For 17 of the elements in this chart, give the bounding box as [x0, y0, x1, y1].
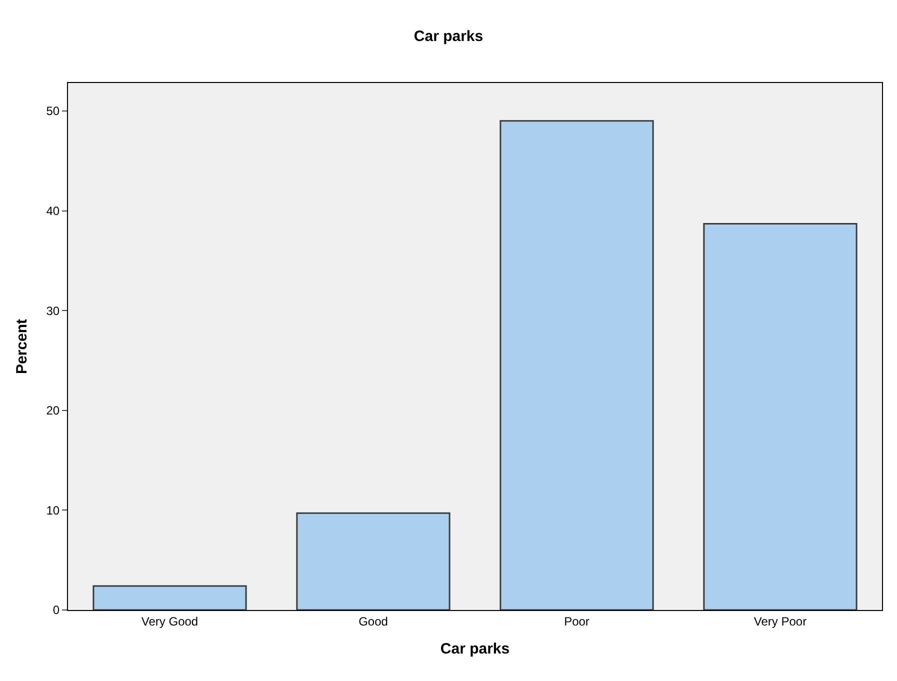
x-tick-label: Very Poor [754, 614, 807, 628]
y-tick-label: 20 [46, 404, 60, 418]
y-tick-label: 30 [46, 304, 60, 318]
chart-title: Car parks [414, 28, 484, 46]
bar [703, 222, 858, 610]
bar [92, 585, 247, 610]
bar [500, 120, 654, 610]
y-tick-label: 50 [46, 104, 60, 118]
y-tick-label: 0 [52, 603, 60, 618]
x-tick-label: Good [358, 614, 388, 628]
x-tick-label: Poor [564, 614, 590, 628]
y-tick-label: 40 [46, 204, 60, 218]
x-tick-label: Very Good [141, 614, 198, 628]
x-axis-title: Car parks [440, 640, 510, 658]
y-axis-title: Percent [13, 318, 30, 374]
y-tick-label: 10 [46, 503, 60, 518]
bar [296, 512, 450, 610]
